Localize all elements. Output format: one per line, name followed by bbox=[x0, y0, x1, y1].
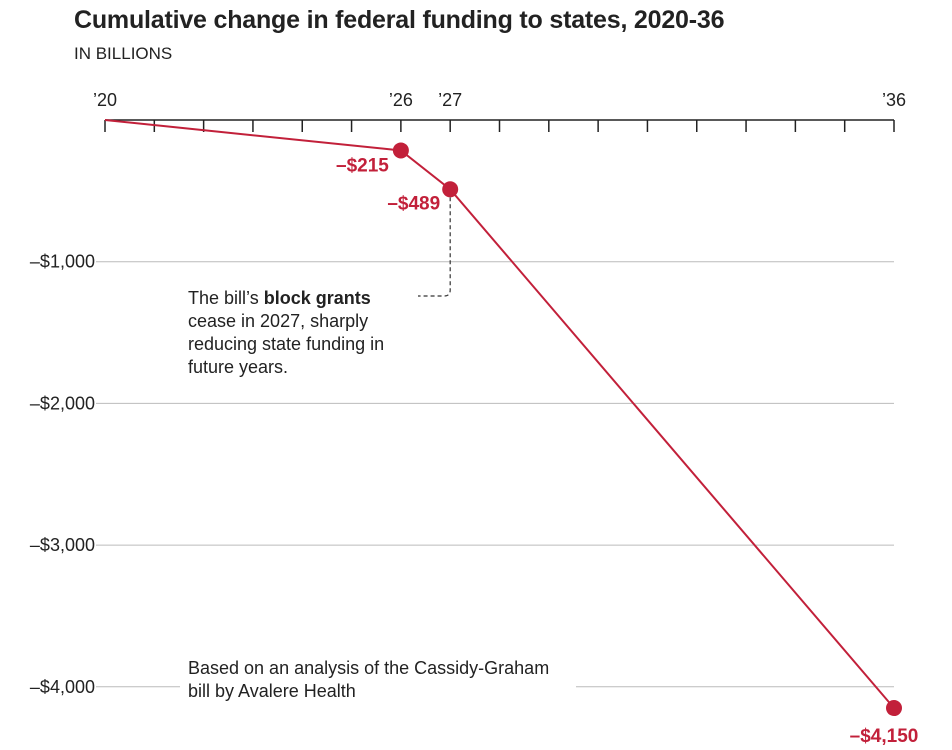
annotation-text-before: The bill’s bbox=[188, 288, 264, 308]
data-label: –$215 bbox=[336, 155, 389, 176]
data-label: –$489 bbox=[387, 193, 440, 214]
chart-subtitle: IN BILLIONS bbox=[74, 44, 173, 63]
source-note: Based on an analysis of the Cassidy-Grah… bbox=[180, 657, 576, 703]
chart-title: Cumulative change in federal funding to … bbox=[74, 6, 725, 34]
funding-series bbox=[104, 119, 902, 717]
data-point bbox=[392, 142, 409, 159]
data-label: –$4,150 bbox=[850, 726, 919, 747]
x-tick-label: ’26 bbox=[389, 90, 413, 110]
annotation-leader-line bbox=[410, 197, 451, 297]
data-point bbox=[442, 181, 459, 198]
y-tick-label: –$1,000 bbox=[30, 252, 95, 272]
data-point bbox=[886, 700, 902, 717]
annotation-text-after: cease in 2027, sharply reducing state fu… bbox=[188, 311, 385, 377]
block-grants-annotation: The bill’s block grants cease in 2027, s… bbox=[188, 287, 418, 379]
y-tick-label: –$3,000 bbox=[30, 535, 95, 555]
series-line bbox=[104, 119, 895, 709]
annotation-bold-text: block grants bbox=[263, 288, 371, 308]
x-tick-label: ’27 bbox=[438, 90, 462, 110]
source-text: Based on an analysis of the Cassidy-Grah… bbox=[188, 658, 550, 701]
y-tick-label: –$2,000 bbox=[30, 393, 95, 413]
x-tick-label: ’36 bbox=[882, 90, 906, 110]
x-axis: ’20 ’26 ’27 ’36 bbox=[93, 90, 906, 132]
y-axis: –$1,000 –$2,000 –$3,000 –$4,000 bbox=[30, 252, 95, 697]
x-tick-label: ’20 bbox=[93, 90, 117, 110]
y-tick-label: –$4,000 bbox=[30, 677, 95, 697]
data-labels: –$215 –$489 –$4,150 bbox=[336, 155, 918, 747]
